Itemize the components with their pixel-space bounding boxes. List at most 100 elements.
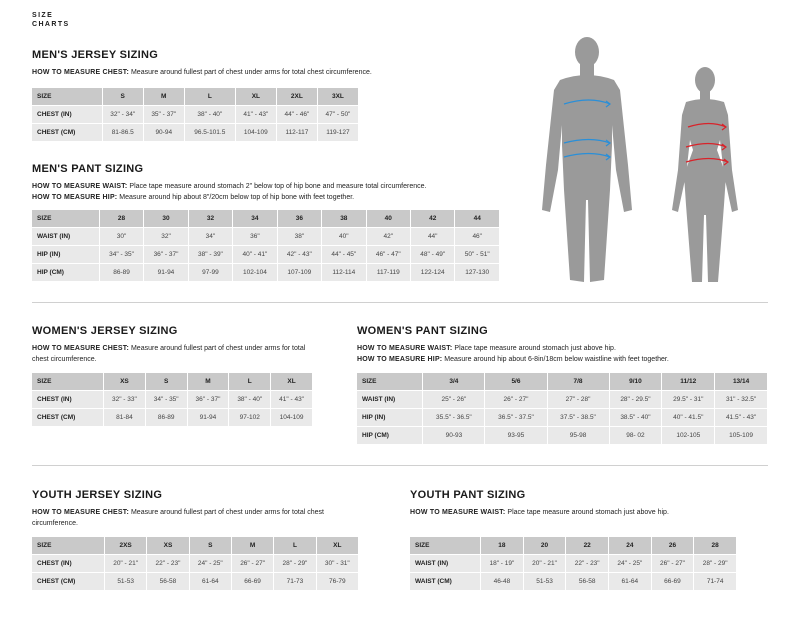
instruction-label: HOW TO MEASURE CHEST:: [32, 509, 130, 516]
row-label-cell: CHEST (IN): [32, 106, 102, 124]
row-label-cell: CHEST (CM): [32, 573, 104, 591]
table-header-row: SIZE XS S M L XL: [32, 373, 312, 391]
brand-line-1: SIZE: [32, 12, 54, 19]
table-cell: 36" - 37": [144, 246, 188, 264]
table-cell: 41" - 43": [235, 106, 276, 124]
table-cell: 36" - 37": [187, 391, 229, 409]
size-header-cell: 42: [410, 210, 455, 228]
table-cell: 90-94: [143, 124, 184, 142]
size-header-cell: 22: [566, 537, 608, 555]
table-cell: 56-58: [566, 573, 608, 591]
table-cell: 48" - 49": [410, 246, 455, 264]
table-cell: 119-127: [317, 124, 358, 142]
size-table: SIZE 3/4 5/6 7/8 9/10 11/12 13/14 WAIST (IN) 25"…: [356, 373, 768, 445]
table-cell: 44": [410, 228, 455, 246]
instruction-label: HOW TO MEASURE WAIST:: [32, 183, 128, 190]
table-cell: 95-98: [547, 427, 609, 445]
female-silhouette: [672, 67, 738, 282]
table-cell: 32" - 33": [104, 391, 145, 409]
table-row: HIP (IN) 34" - 35" 36" - 37" 38" - 39" 40" -…: [32, 246, 499, 264]
row-label-cell: WAIST (IN): [32, 228, 99, 246]
table-cell: 71-74: [694, 573, 736, 591]
table-cell: 61-64: [189, 573, 231, 591]
size-header-cell: S: [189, 537, 231, 555]
table-cell: 102-105: [662, 427, 715, 445]
table-header-row: SIZE 28 30 32 34 36 38 40 42 44: [32, 210, 499, 228]
table-row: HIP (CM) 86-89 91-94 97-99 102-104 107-109 112…: [32, 264, 499, 282]
table-cell: 46" - 47": [366, 246, 410, 264]
row-label-cell: CHEST (CM): [32, 409, 104, 427]
size-header-cell: 24: [609, 537, 651, 555]
table-cell: 38" - 39": [188, 246, 233, 264]
size-header-cell: XS: [147, 537, 189, 555]
table-cell: 66-69: [231, 573, 274, 591]
size-header-cell: 28: [99, 210, 144, 228]
instruction-label: HOW TO MEASURE CHEST:: [32, 345, 130, 352]
table-cell: 41" - 43": [271, 391, 312, 409]
section-title: WOMEN'S JERSEY SIZING: [32, 325, 178, 337]
instruction-text: Measure around fullest part of chest und…: [32, 345, 306, 363]
size-header-cell: S: [102, 88, 143, 106]
table-cell: 32" - 34": [102, 106, 143, 124]
row-label-cell: HIP (IN): [32, 246, 99, 264]
table-cell: 34" - 35": [99, 246, 144, 264]
instruction-line: HOW TO MEASURE WAIST: Place tape measure…: [410, 507, 770, 518]
row-label-cell: WAIST (CM): [410, 573, 481, 591]
table-cell: 40" - 41": [233, 246, 277, 264]
table-header-row: SIZE 2XS XS S M L XL: [32, 537, 358, 555]
table-header-row: SIZE S M L XL 2XL 3XL: [32, 88, 358, 106]
size-header-cell: 28: [694, 537, 736, 555]
instruction-label: HOW TO MEASURE HIP:: [357, 356, 443, 363]
table-cell: 86-89: [99, 264, 144, 282]
table-cell: 35" - 37": [143, 106, 184, 124]
size-header-cell: L: [184, 88, 235, 106]
table-cell: 31" - 32.5": [715, 391, 767, 409]
table-cell: 96.5-101.5: [184, 124, 235, 142]
section-title: YOUTH PANT SIZING: [410, 489, 526, 501]
size-table: SIZE 28 30 32 34 36 38 40 42 44 WAIST (IN) 30" 32" 34…: [31, 210, 500, 282]
section-title: MEN'S PANT SIZING: [32, 163, 144, 175]
size-header-cell: XS: [104, 373, 145, 391]
row-label-cell: WAIST (IN): [357, 391, 423, 409]
size-table: SIZE XS S M L XL CHEST (IN) 32" - 33" 34" - 35" 3…: [31, 373, 313, 427]
table-cell: 38.5" - 40": [609, 409, 662, 427]
size-header-cell: XL: [271, 373, 312, 391]
table-cell: 38": [277, 228, 322, 246]
instruction-line: HOW TO MEASURE CHEST: Measure around ful…: [32, 343, 322, 365]
instruction-text: Place tape measure around stomach just a…: [452, 345, 616, 352]
male-silhouette: [542, 37, 632, 282]
table-cell: 42" - 43": [277, 246, 322, 264]
table-cell: 28" - 29.5": [609, 391, 662, 409]
instruction-text: Place tape measure around stomach just a…: [505, 509, 669, 516]
row-label-cell: SIZE: [32, 88, 102, 106]
section-title: YOUTH JERSEY SIZING: [32, 489, 163, 501]
table-cell: 76-79: [316, 573, 358, 591]
table-cell: 18" - 19": [481, 555, 523, 573]
size-header-cell: M: [143, 88, 184, 106]
table-cell: 81-84: [104, 409, 145, 427]
size-header-cell: XL: [235, 88, 276, 106]
table-header-row: SIZE 18 20 22 24 26 28: [410, 537, 736, 555]
table-cell: 51-53: [523, 573, 566, 591]
instruction-text: Place tape measure around stomach 2" bel…: [127, 183, 427, 190]
table-row: CHEST (CM) 81-86.5 90-94 96.5-101.5 104-109 1…: [32, 124, 358, 142]
table-cell: 47" - 50": [317, 106, 358, 124]
table-cell: 26" - 27": [485, 391, 547, 409]
table-row: HIP (IN) 35.5" - 36.5" 36.5" - 37.5" 37.5" …: [357, 409, 767, 427]
instructions: HOW TO MEASURE CHEST: Measure around ful…: [32, 507, 367, 529]
table-cell: 71-73: [274, 573, 316, 591]
table-row: WAIST (IN) 18" - 19" 20" - 21" 22" - 23" 24"…: [410, 555, 736, 573]
table-cell: 61-64: [609, 573, 651, 591]
table-cell: 40": [322, 228, 366, 246]
table-cell: 27" - 28": [547, 391, 609, 409]
table-cell: 29.5" - 31": [662, 391, 715, 409]
instruction-line: HOW TO MEASURE CHEST: Measure around ful…: [32, 67, 512, 78]
size-table: SIZE 18 20 22 24 26 28 WAIST (IN) 18" - 19" 20" -…: [409, 537, 737, 591]
table-cell: 38" - 40": [229, 391, 271, 409]
size-table: SIZE S M L XL 2XL 3XL CHEST (IN) 32" - 34" 35" - …: [31, 88, 359, 142]
size-header-cell: 7/8: [547, 373, 609, 391]
table-row: WAIST (CM) 46-48 51-53 56-58 61-64 66-69 71-74: [410, 573, 736, 591]
size-header-cell: 32: [188, 210, 233, 228]
size-header-cell: 3/4: [423, 373, 485, 391]
table-row: WAIST (IN) 25" - 26" 26" - 27" 27" - 28" 28"…: [357, 391, 767, 409]
